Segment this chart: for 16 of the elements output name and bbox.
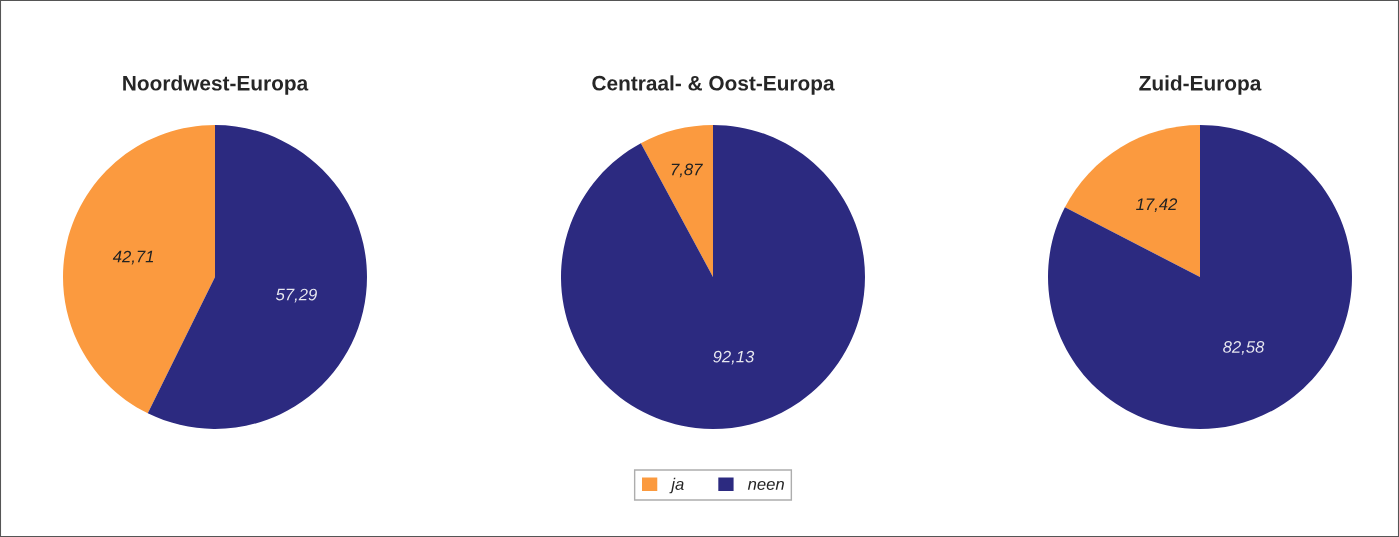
- data-label: 42,71: [112, 250, 154, 265]
- data-label: 7,87: [671, 163, 703, 178]
- pie-slice: [1064, 125, 1200, 277]
- pie-slice: [640, 125, 713, 277]
- data-label: 17,42: [1136, 198, 1178, 213]
- chart-title: Noordwest-Europa: [123, 75, 309, 95]
- pie-slice: [63, 125, 215, 414]
- chart-title: Centraal- & Oost-Europa: [592, 75, 835, 95]
- legend-label: neen: [747, 480, 784, 491]
- legend-label: ja: [669, 477, 684, 494]
- pie-slice: [561, 125, 865, 429]
- data-label: 92,13: [713, 350, 755, 365]
- data-label: 82,58: [1223, 341, 1265, 355]
- pie-slice: [1048, 125, 1352, 429]
- data-label: 57,29: [275, 288, 317, 303]
- chart-title: Zuid-Europa: [1139, 75, 1262, 95]
